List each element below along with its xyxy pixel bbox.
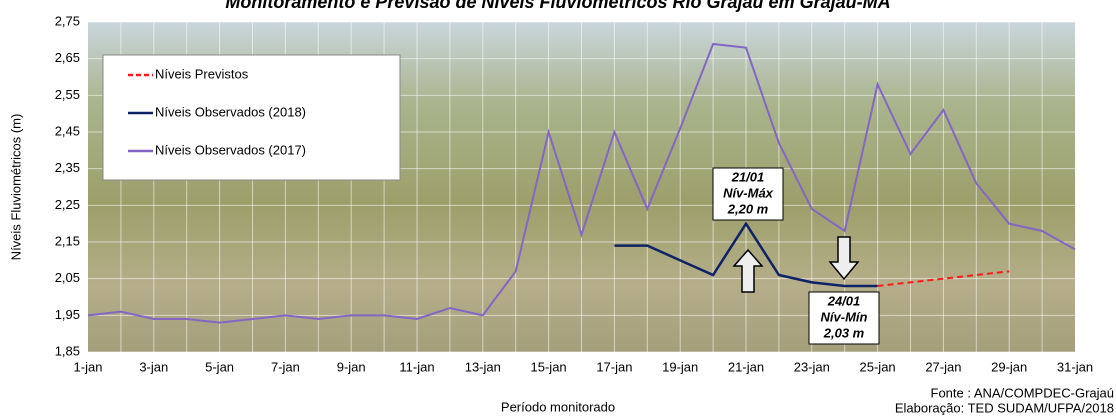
y-tick-label: 2,15 [55, 233, 80, 248]
annotation-text: 2,03 m [823, 325, 865, 340]
y-tick-label: 2,25 [55, 197, 80, 212]
y-tick-label: 1,95 [55, 307, 80, 322]
x-tick-label: 15-jan [531, 359, 567, 374]
annotation-text: Nív-Mín [821, 309, 868, 324]
x-tick-label: 21-jan [728, 359, 764, 374]
legend-label: Níveis Observados (2018) [155, 104, 306, 119]
legend-label: Níveis Observados (2017) [155, 142, 306, 157]
x-axis-label: Período monitorado [501, 399, 615, 414]
legend-label: Níveis Previstos [155, 66, 249, 81]
x-tick-label: 29-jan [991, 359, 1027, 374]
x-tick-label: 11-jan [399, 359, 434, 374]
x-tick-label: 19-jan [662, 359, 698, 374]
y-tick-label: 2,35 [55, 160, 80, 175]
y-tick-label: 2,45 [55, 123, 80, 138]
annotation-text: 21/01 [731, 169, 765, 184]
chart-title: Monitoramento e Previsão de Níveis Fluvi… [225, 0, 890, 12]
y-tick-label: 2,75 [55, 13, 80, 28]
annotation-text: 24/01 [827, 293, 861, 308]
source-text: Elaboração: TED SUDAM/UFPA/2018 [895, 400, 1114, 415]
y-tick-label: 2,05 [55, 270, 80, 285]
x-tick-label: 13-jan [465, 359, 501, 374]
x-tick-label: 23-jan [794, 359, 830, 374]
x-tick-label: 3-jan [139, 359, 168, 374]
x-tick-label: 17-jan [596, 359, 632, 374]
annotation-text: Nív-Máx [723, 185, 774, 200]
x-tick-label: 1-jan [74, 359, 103, 374]
x-tick-label: 31-jan [1057, 359, 1093, 374]
chart: Monitoramento e Previsão de Níveis Fluvi… [0, 0, 1116, 417]
y-tick-label: 2,55 [55, 87, 80, 102]
x-tick-label: 25-jan [860, 359, 896, 374]
x-tick-label: 27-jan [925, 359, 961, 374]
y-axis-label: Níveis Fluviométricos (m) [8, 114, 23, 261]
y-tick-label: 1,85 [55, 343, 80, 358]
y-tick-label: 2,65 [55, 50, 80, 65]
x-tick-label: 7-jan [271, 359, 300, 374]
annotation-text: 2,20 m [727, 201, 769, 216]
x-tick-label: 5-jan [205, 359, 234, 374]
x-tick-label: 9-jan [337, 359, 366, 374]
source-text: Fonte : ANA/COMPDEC-Grajaú [931, 385, 1115, 400]
